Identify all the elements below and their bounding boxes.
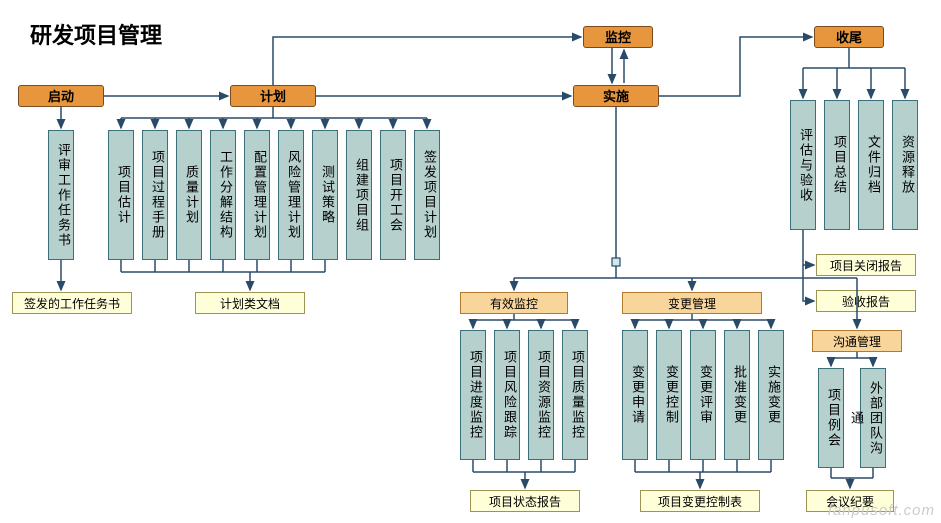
exec-sub2-doc: 项目变更控制表 (640, 490, 760, 512)
close-item-0: 评估与验收 (790, 100, 816, 230)
close-doc-1: 项目关闭报告 (816, 254, 916, 276)
exec-sub2-item-4: 实施变更 (758, 330, 784, 460)
exec-sub1-title: 有效监控 (460, 292, 568, 314)
exec-sub2-title: 变更管理 (622, 292, 762, 314)
plan-item-2: 质量计划 (176, 130, 202, 260)
exec-sub2-item-2: 变更评审 (690, 330, 716, 460)
launch-item-1: 评审工作任务书 (48, 130, 74, 260)
exec-sub2-item-3: 批准变更 (724, 330, 750, 460)
plan-item-9: 签发项目计划 (414, 130, 440, 260)
plan-item-7: 组建项目组 (346, 130, 372, 260)
exec-sub1-item-2: 项目资源监控 (528, 330, 554, 460)
exec-sub3-item-1: 外部团队沟通 (860, 368, 886, 468)
plan-item-8: 项目开工会 (380, 130, 406, 260)
close-doc-2: 验收报告 (816, 290, 916, 312)
close-item-3: 资源释放 (892, 100, 918, 230)
plan-doc: 计划类文档 (195, 292, 305, 314)
exec-sub2-item-0: 变更申请 (622, 330, 648, 460)
exec-sub1-item-0: 项目进度监控 (460, 330, 486, 460)
plan-item-0: 项目估计 (108, 130, 134, 260)
plan-item-6: 测试策略 (312, 130, 338, 260)
watermark: fanpusoft.com (828, 502, 935, 519)
plan-item-1: 项目过程手册 (142, 130, 168, 260)
phase-plan: 计划 (230, 85, 316, 107)
plan-item-3: 工作分解结构 (210, 130, 236, 260)
phase-execute: 实施 (573, 85, 659, 107)
exec-sub1-item-3: 项目质量监控 (562, 330, 588, 460)
plan-item-4: 配置管理计划 (244, 130, 270, 260)
exec-sub1-item-1: 项目风险跟踪 (494, 330, 520, 460)
exec-sub1-doc: 项目状态报告 (470, 490, 580, 512)
close-item-1: 项目总结 (824, 100, 850, 230)
phase-launch: 启动 (18, 85, 104, 107)
exec-sub3-title: 沟通管理 (812, 330, 902, 352)
close-item-2: 文件归档 (858, 100, 884, 230)
launch-doc: 签发的工作任务书 (12, 292, 132, 314)
exec-sub3-item-0: 项目例会 (818, 368, 844, 468)
plan-item-5: 风险管理计划 (278, 130, 304, 260)
exec-sub2-item-1: 变更控制 (656, 330, 682, 460)
phase-close: 收尾 (814, 26, 884, 48)
diagram-title: 研发项目管理 (30, 18, 162, 50)
phase-monitor: 监控 (583, 26, 653, 48)
diagram-canvas: 研发项目管理 启动 计划 监控 实施 收尾 评审工作任务书 签发的工作任务书 项… (0, 0, 941, 523)
